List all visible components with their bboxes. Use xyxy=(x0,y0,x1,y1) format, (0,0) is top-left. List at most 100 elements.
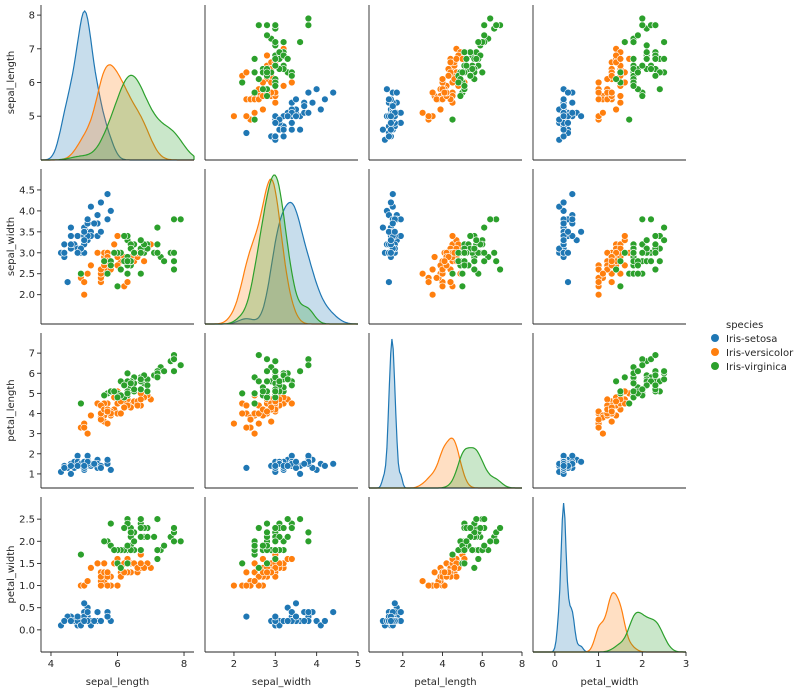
point-versicolor-9 xyxy=(259,105,267,114)
y-tick-label: 8 xyxy=(29,11,35,22)
point-virginica-14 xyxy=(656,257,664,265)
point-setosa-48 xyxy=(90,617,98,625)
point-setosa-45 xyxy=(564,119,572,127)
point-versicolor-36 xyxy=(137,559,145,568)
point-versicolor-31 xyxy=(594,415,603,424)
point-virginica-32 xyxy=(127,528,135,537)
point-virginica-45 xyxy=(137,385,145,394)
point-virginica-38 xyxy=(113,393,122,402)
point-setosa-22 xyxy=(67,470,75,478)
point-virginica-18 xyxy=(496,524,504,532)
point-setosa-49 xyxy=(387,112,395,120)
point-virginica-18 xyxy=(255,524,263,532)
y-tick-label: 2.5 xyxy=(19,515,35,526)
point-setosa-44 xyxy=(568,452,576,460)
point-versicolor-49 xyxy=(607,407,616,416)
point-versicolor-35 xyxy=(288,555,296,563)
point-virginica-30 xyxy=(480,257,488,265)
point-setosa-36 xyxy=(97,464,105,472)
point-virginica-44 xyxy=(660,375,668,383)
point-virginica-21 xyxy=(100,257,108,265)
point-setosa-33 xyxy=(387,198,395,207)
x-tick-label: 0 xyxy=(552,659,558,670)
point-versicolor-48 xyxy=(599,270,607,278)
point-virginica-41 xyxy=(460,48,469,56)
point-virginica-22 xyxy=(638,21,646,29)
kde-line-versicolor-sepal_length xyxy=(41,64,194,161)
point-setosa-18 xyxy=(103,456,112,464)
point-virginica-30 xyxy=(160,541,168,550)
point-virginica-21 xyxy=(100,391,108,400)
point-setosa-49 xyxy=(559,462,568,470)
point-virginica-46 xyxy=(250,541,259,550)
point-virginica-18 xyxy=(255,351,263,359)
point-setosa-49 xyxy=(559,236,568,244)
point-virginica-48 xyxy=(651,381,660,389)
point-setosa-49 xyxy=(387,236,395,244)
point-virginica-0 xyxy=(123,369,132,377)
point-setosa-47 xyxy=(67,240,75,249)
point-virginica-33 xyxy=(616,257,625,265)
point-virginica-47 xyxy=(130,249,138,257)
point-setosa-48 xyxy=(300,102,308,110)
point-virginica-45 xyxy=(651,249,660,257)
point-virginica-35 xyxy=(480,249,488,257)
point-setosa-44 xyxy=(304,608,313,616)
x-tick-label: 2 xyxy=(639,659,645,670)
point-setosa-43 xyxy=(577,112,585,120)
point-versicolor-43 xyxy=(80,278,88,286)
point-setosa-42 xyxy=(385,132,393,141)
point-versicolor-10 xyxy=(230,581,238,590)
point-virginica-30 xyxy=(160,257,168,265)
point-virginica-21 xyxy=(638,92,646,100)
y-tick-label: 6 xyxy=(29,78,35,89)
point-setosa-40 xyxy=(564,228,572,236)
point-setosa-41 xyxy=(242,612,251,621)
legend-label-versicolor: Iris-versicolor xyxy=(726,348,794,359)
point-virginica-38 xyxy=(454,78,463,87)
point-virginica-45 xyxy=(271,524,279,532)
point-virginica-49 xyxy=(110,387,118,396)
point-virginica-34 xyxy=(612,75,620,83)
point-virginica-46 xyxy=(458,270,467,278)
point-versicolor-26 xyxy=(263,51,271,60)
x-axis-label-sepal_length: sepal_length xyxy=(86,677,150,688)
point-virginica-44 xyxy=(472,515,480,523)
point-versicolor-48 xyxy=(599,429,607,438)
x-tick-label: 4 xyxy=(48,659,54,670)
kde-fill-setosa-petal_width xyxy=(533,503,686,652)
point-versicolor-34 xyxy=(616,98,625,107)
x-tick-label: 8 xyxy=(519,659,525,670)
point-virginica-49 xyxy=(110,249,118,257)
point-versicolor-29 xyxy=(594,88,603,97)
point-virginica-34 xyxy=(612,377,620,385)
point-virginica-44 xyxy=(284,55,292,63)
point-versicolor-25 xyxy=(133,401,142,410)
point-versicolor-31 xyxy=(432,274,441,282)
point-virginica-24 xyxy=(642,55,651,63)
point-virginica-37 xyxy=(468,546,476,554)
point-setosa-6 xyxy=(67,232,75,240)
point-virginica-39 xyxy=(642,48,651,56)
point-virginica-47 xyxy=(130,537,138,545)
point-setosa-15 xyxy=(329,608,337,616)
x-tick-label: 2 xyxy=(231,659,237,670)
legend-label-virginica: Iris-virginica xyxy=(726,362,787,373)
point-versicolor-49 xyxy=(440,568,449,576)
point-virginica-25 xyxy=(279,38,288,46)
kde-fill-versicolor-petal_width xyxy=(533,592,686,652)
point-versicolor-43 xyxy=(242,112,251,120)
point-setosa-38 xyxy=(271,132,279,141)
point-setosa-36 xyxy=(292,95,300,104)
point-virginica-13 xyxy=(103,270,112,278)
point-virginica-31 xyxy=(304,14,313,23)
point-setosa-42 xyxy=(60,617,69,625)
point-setosa-15 xyxy=(568,190,576,198)
point-versicolor-35 xyxy=(113,232,122,240)
point-versicolor-9 xyxy=(87,261,95,270)
point-versicolor-16 xyxy=(616,92,625,100)
point-versicolor-43 xyxy=(594,278,603,286)
kde-fill-virginica-sepal_width xyxy=(205,175,358,324)
point-virginica-33 xyxy=(123,559,132,568)
point-virginica-49 xyxy=(629,249,638,257)
